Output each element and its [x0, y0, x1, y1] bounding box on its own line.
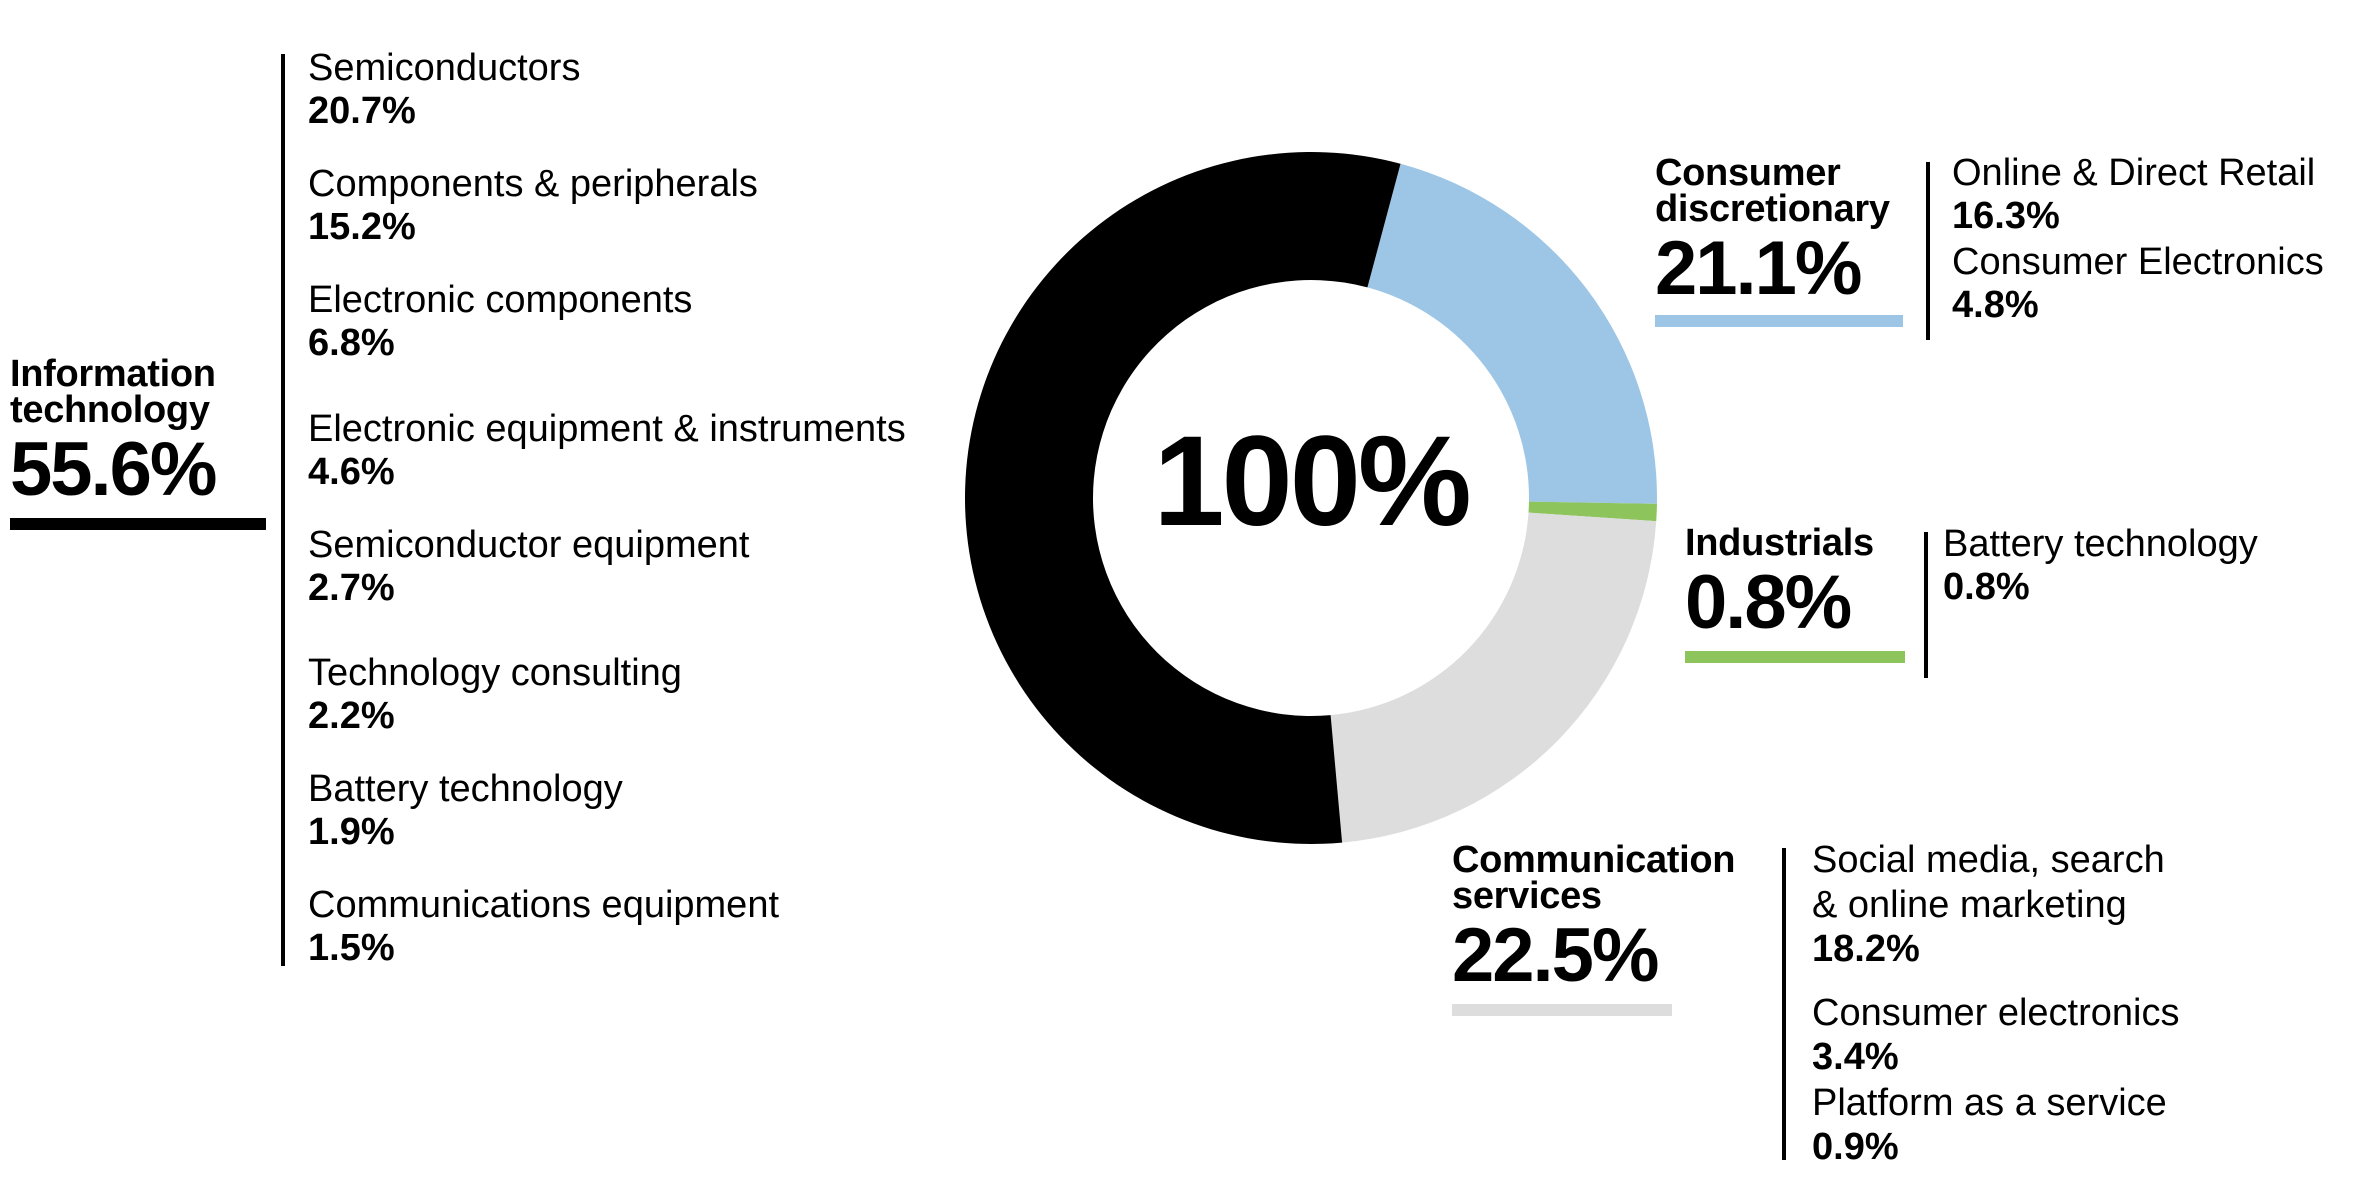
- sub-industry-item: Platform as a service 0.9%: [1812, 1081, 2167, 1168]
- sub-industry-item: Online & Direct Retail 16.3%: [1952, 151, 2315, 237]
- sub-industry-item: Components & peripherals 15.2%: [308, 162, 758, 248]
- sub-industry-label: Battery technology: [308, 768, 623, 810]
- sub-industry-value: 16.3%: [1952, 195, 2060, 237]
- sub-industry-label: Semiconductors: [308, 47, 581, 89]
- sector-percent: 0.8%: [1685, 560, 1852, 645]
- sub-industry-label: Consumer electronics: [1812, 992, 2180, 1034]
- donut-center-label: 100%: [1153, 410, 1469, 553]
- sub-industry-item: Consumer electronics 3.4%: [1812, 991, 2179, 1078]
- sub-industry-label: Technology consulting: [308, 652, 682, 694]
- sub-industry-value: 0.9%: [1812, 1126, 1899, 1168]
- sub-industry-value: 15.2%: [308, 206, 416, 248]
- sub-industry-label: Electronic equipment & instruments: [308, 408, 906, 450]
- sub-industry-item: Communications equipment 1.5%: [308, 883, 779, 969]
- donut-slice-consumer-discretionary: [1367, 163, 1657, 504]
- sub-industry-value: 2.2%: [308, 695, 395, 737]
- sub-industry-label: Battery technology: [1943, 523, 2258, 565]
- sector-title: Industrials: [1685, 522, 1874, 564]
- sector-color-bar: [1655, 315, 1903, 327]
- sub-industry-label: Components & peripherals: [308, 163, 758, 205]
- donut-slice-industrials: [1528, 501, 1657, 522]
- sub-industry-item: Semiconductors 20.7%: [308, 46, 580, 132]
- sub-industry-value: 0.8%: [1943, 566, 2030, 608]
- sub-industry-label: Social media, search & online marketing: [1812, 839, 2165, 926]
- donut-slice-information-technology: [964, 151, 1401, 845]
- sub-industry-value: 1.9%: [308, 811, 395, 853]
- sub-industry-item: Battery technology 0.8%: [1943, 522, 2258, 608]
- sector-divider: [1924, 532, 1928, 678]
- sector-divider: [281, 54, 285, 966]
- sub-industry-value: 20.7%: [308, 90, 416, 132]
- sector-title: Communication services: [1452, 839, 1736, 917]
- sector-information-technology: Information technology 55.6%: [10, 353, 270, 530]
- sector-percent: 22.5%: [1452, 913, 1660, 998]
- sector-communication-services: Communication services 22.5%: [1452, 839, 1752, 1016]
- sub-industry-value: 2.7%: [308, 567, 395, 609]
- donut-slice-communication-services: [1330, 512, 1657, 843]
- sub-industry-value: 6.8%: [308, 322, 395, 364]
- donut-slices: [964, 151, 1657, 845]
- sub-industry-label: Semiconductor equipment: [308, 524, 750, 566]
- sector-industrials: Industrials 0.8%: [1685, 522, 1915, 663]
- sub-industry-item: Social media, search & online marketing 1…: [1812, 838, 2165, 970]
- sector-title: Consumer discretionary: [1655, 152, 1890, 230]
- sub-industry-value: 4.6%: [308, 451, 395, 493]
- sector-divider: [1782, 848, 1786, 1160]
- sub-industry-value: 1.5%: [308, 927, 395, 969]
- sub-industry-item: Consumer Electronics 4.8%: [1952, 240, 2324, 326]
- sub-industry-value: 18.2%: [1812, 928, 1920, 970]
- sector-percent: 55.6%: [10, 427, 218, 512]
- sub-industry-item: Technology consulting 2.2%: [308, 651, 682, 737]
- sub-industry-label: Consumer Electronics: [1952, 241, 2324, 283]
- sector-title: Information technology: [10, 353, 216, 431]
- sector-percent: 21.1%: [1655, 226, 1863, 311]
- sub-industry-item: Electronic equipment & instruments 4.6%: [308, 407, 906, 493]
- sector-color-bar: [10, 518, 266, 530]
- sector-color-bar: [1452, 1004, 1672, 1016]
- sector-consumer-discretionary: Consumer discretionary 21.1%: [1655, 152, 1915, 327]
- sector-color-bar: [1685, 651, 1905, 663]
- sub-industry-value: 3.4%: [1812, 1036, 1899, 1078]
- sub-industry-label: Electronic components: [308, 279, 693, 321]
- sub-industry-label: Communications equipment: [308, 884, 780, 926]
- sub-industry-label: Online & Direct Retail: [1952, 152, 2316, 194]
- sector-divider: [1926, 162, 1930, 340]
- sub-industry-value: 4.8%: [1952, 284, 2039, 326]
- sub-industry-item: Electronic components 6.8%: [308, 278, 692, 364]
- sub-industry-label: Platform as a service: [1812, 1082, 2167, 1124]
- sub-industry-item: Battery technology 1.9%: [308, 767, 623, 853]
- sub-industry-item: Semiconductor equipment 2.7%: [308, 523, 749, 609]
